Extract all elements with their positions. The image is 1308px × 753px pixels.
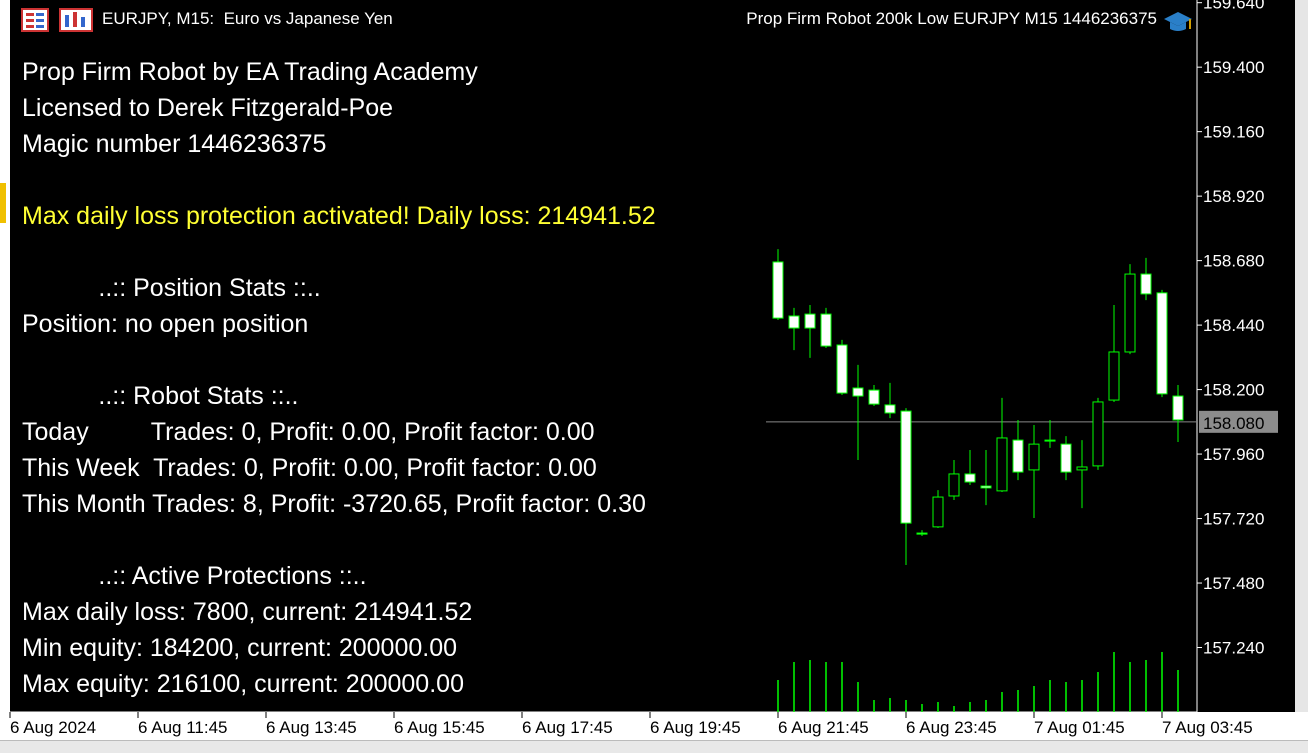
candle-body (1172, 395, 1184, 421)
y-tick-label: 159.400 (1203, 58, 1264, 77)
candle-body (1060, 443, 1072, 473)
x-tick-label: 6 Aug 15:45 (394, 718, 485, 737)
x-tick-label: 6 Aug 19:45 (650, 718, 741, 737)
candle-body (852, 387, 864, 397)
y-tick-label: 158.440 (1203, 316, 1264, 335)
y-tick-label: 157.720 (1203, 510, 1264, 529)
candle-body (1012, 439, 1024, 473)
comment-line: This Week Trades: 0, Profit: 0.00, Profi… (22, 454, 597, 482)
x-tick-label: 6 Aug 13:45 (266, 718, 357, 737)
candle-body (964, 473, 976, 483)
candle-body (980, 485, 992, 489)
candle-body (1076, 466, 1088, 471)
y-tick-label: 157.480 (1203, 574, 1264, 593)
candle-body (788, 315, 800, 329)
expert-title: Prop Firm Robot 200k Low EURJPY M15 1446… (746, 9, 1157, 28)
candle-body (868, 389, 880, 405)
section-heading: ..:: Active Protections ::.. (22, 562, 367, 590)
y-tick-label: 159.160 (1203, 123, 1264, 142)
comment-line: Today Trades: 0, Profit: 0.00, Profit fa… (22, 418, 595, 446)
candle-body (948, 473, 960, 497)
candle-body (804, 313, 816, 329)
candle-body (1124, 273, 1136, 353)
x-tick-label: 6 Aug 11:45 (138, 718, 228, 737)
candle-body (884, 404, 896, 414)
section-heading: ..:: Robot Stats ::.. (22, 382, 299, 410)
y-tick-label: 157.240 (1203, 639, 1264, 658)
plot-area (10, 0, 1295, 712)
y-tick-label: 159.640 (1203, 0, 1264, 13)
section-heading: ..:: Position Stats ::.. (22, 274, 321, 302)
candle-body (916, 532, 928, 535)
comment-line: This Month Trades: 8, Profit: -3720.65, … (22, 490, 646, 518)
candle-body (1028, 443, 1040, 471)
comment-line: Magic number 1446236375 (22, 130, 327, 158)
x-tick-label: 7 Aug 03:45 (1162, 718, 1253, 737)
chart-tabs[interactable] (0, 740, 1308, 753)
alert-line: Max daily loss protection activated! Dai… (22, 202, 656, 230)
candle-body (820, 313, 832, 347)
comment-line: Position: no open position (22, 310, 309, 338)
x-tick-label: 6 Aug 2024 (10, 718, 96, 737)
x-tick-label: 7 Aug 01:45 (1034, 718, 1125, 737)
y-tick-label: 158.200 (1203, 381, 1264, 400)
candle-body (1044, 439, 1056, 442)
toolbar-icons (21, 8, 1192, 32)
candle-body (900, 410, 912, 524)
scrollbar (1295, 0, 1308, 712)
candle-body (1092, 401, 1104, 467)
candle-body (1140, 273, 1152, 295)
candle-body (1156, 292, 1168, 395)
y-tick-label: 157.960 (1203, 445, 1264, 464)
symbol-title: EURJPY, M15: Euro vs Japanese Yen (102, 9, 393, 28)
x-tick-label: 6 Aug 21:45 (778, 718, 869, 737)
y-tick-label: 158.920 (1203, 187, 1264, 206)
y-tick-label: 158.680 (1203, 252, 1264, 271)
comment-line: Max daily loss: 7800, current: 214941.52 (22, 598, 473, 626)
candle-body (836, 344, 848, 394)
candle-body (932, 496, 944, 528)
comment-line: Prop Firm Robot by EA Trading Academy (22, 58, 478, 86)
side-marker (0, 183, 6, 223)
x-tick-label: 6 Aug 23:45 (906, 718, 997, 737)
current-price-box (1199, 410, 1278, 433)
x-tick-label: 6 Aug 17:45 (522, 718, 613, 737)
comment-line: Min equity: 184200, current: 200000.00 (22, 634, 458, 662)
candle-body (1108, 351, 1120, 401)
current-price-label: 158.080 (1203, 414, 1264, 433)
comment-line: Licensed to Derek Fitzgerald-Poe (22, 94, 394, 122)
candle-body (996, 437, 1008, 492)
comment-line: Max equity: 216100, current: 200000.00 (22, 670, 464, 698)
candle-body (772, 261, 784, 319)
